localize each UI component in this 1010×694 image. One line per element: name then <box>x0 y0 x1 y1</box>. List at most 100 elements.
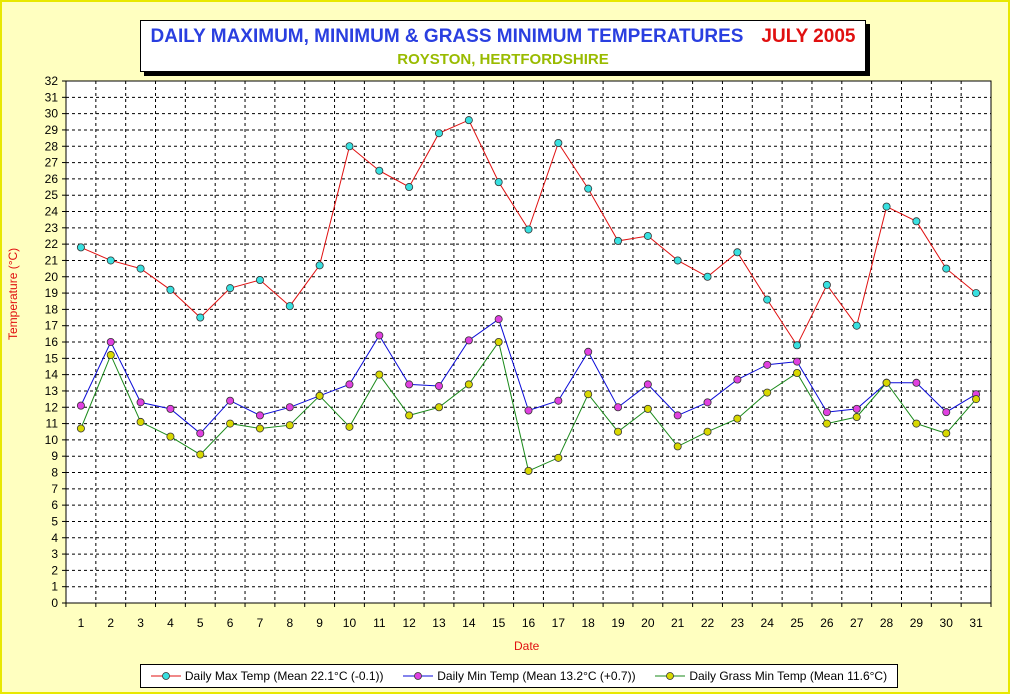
data-point-min <box>345 380 354 389</box>
data-point-max <box>345 142 354 151</box>
data-point-grass <box>136 417 145 426</box>
y-tick-label: 9 <box>51 449 58 463</box>
data-point-max <box>464 116 473 125</box>
y-tick-label: 14 <box>45 368 59 382</box>
data-point-min <box>285 403 294 412</box>
data-point-grass <box>584 390 593 399</box>
data-point-min <box>106 337 115 346</box>
legend-grass-label: Daily Grass Min Temp (Mean 11.6°C) <box>689 669 888 683</box>
data-point-min <box>196 429 205 438</box>
x-tick-label: 5 <box>197 616 204 630</box>
x-tick-label: 14 <box>462 616 476 630</box>
y-tick-label: 12 <box>45 400 59 414</box>
data-point-max <box>763 295 772 304</box>
y-tick-label: 23 <box>45 221 59 235</box>
data-point-max <box>882 202 891 211</box>
data-point-grass <box>763 388 772 397</box>
x-tick-label: 9 <box>316 616 323 630</box>
data-point-grass <box>226 419 235 428</box>
data-point-max <box>375 166 384 175</box>
data-point-grass <box>196 450 205 459</box>
data-point-min <box>733 375 742 384</box>
x-tick-label: 28 <box>880 616 894 630</box>
data-point-max <box>315 261 324 270</box>
y-tick-label: 19 <box>45 286 59 300</box>
legend-min-swatch <box>403 672 434 680</box>
data-point-max <box>136 264 145 273</box>
y-tick-label: 4 <box>51 531 58 545</box>
y-tick-label: 13 <box>45 384 59 398</box>
y-tick-label: 10 <box>45 433 59 447</box>
data-point-grass <box>554 453 563 462</box>
y-tick-label: 16 <box>45 335 59 349</box>
x-tick-label: 6 <box>227 616 234 630</box>
data-point-max <box>524 225 533 234</box>
x-tick-label: 27 <box>850 616 864 630</box>
data-point-max <box>434 129 443 138</box>
y-axis-label: Temperature (°C) <box>6 247 20 340</box>
legend-item-max: Daily Max Temp (Mean 22.1°C (-0.1)) <box>150 669 384 683</box>
x-tick-label: 15 <box>492 616 506 630</box>
data-point-min <box>643 380 652 389</box>
x-tick-label: 18 <box>581 616 595 630</box>
x-tick-label: 4 <box>167 616 174 630</box>
x-tick-label: 25 <box>790 616 804 630</box>
x-tick-label: 30 <box>940 616 954 630</box>
data-point-min <box>255 411 264 420</box>
data-point-max <box>852 321 861 330</box>
data-point-min <box>822 408 831 417</box>
data-point-max <box>643 231 652 240</box>
data-point-min <box>703 398 712 407</box>
data-point-min <box>912 378 921 387</box>
data-point-min <box>136 398 145 407</box>
y-tick-label: 3 <box>51 547 58 561</box>
data-point-grass <box>822 419 831 428</box>
data-point-min <box>375 331 384 340</box>
y-tick-label: 21 <box>45 253 59 267</box>
x-tick-label: 21 <box>671 616 685 630</box>
data-point-min <box>524 406 533 415</box>
data-point-min <box>793 357 802 366</box>
legend: Daily Max Temp (Mean 22.1°C (-0.1)) Dail… <box>140 664 898 688</box>
data-point-max <box>733 248 742 257</box>
legend-max-label: Daily Max Temp (Mean 22.1°C (-0.1)) <box>184 669 384 683</box>
data-point-grass <box>464 380 473 389</box>
data-point-max <box>76 243 85 252</box>
data-point-grass <box>345 422 354 431</box>
data-point-max <box>584 184 593 193</box>
data-point-grass <box>942 429 951 438</box>
data-point-max <box>255 276 264 285</box>
y-tick-label: 18 <box>45 302 59 316</box>
y-tick-label: 25 <box>45 188 59 202</box>
data-point-grass <box>494 337 503 346</box>
y-tick-label: 2 <box>51 563 58 577</box>
data-point-max <box>196 313 205 322</box>
data-point-grass <box>912 419 921 428</box>
data-point-min <box>554 396 563 405</box>
data-point-min <box>464 336 473 345</box>
legend-item-grass: Daily Grass Min Temp (Mean 11.6°C) <box>655 669 887 683</box>
data-point-min <box>166 404 175 413</box>
y-tick-label: 11 <box>46 417 59 431</box>
data-point-max <box>614 236 623 245</box>
x-tick-label: 3 <box>137 616 144 630</box>
x-tick-label: 13 <box>432 616 446 630</box>
legend-max-swatch <box>150 672 181 680</box>
data-point-max <box>106 256 115 265</box>
y-tick-label: 0 <box>51 596 58 610</box>
data-point-grass <box>643 404 652 413</box>
data-point-grass <box>106 351 115 360</box>
data-point-grass <box>793 368 802 377</box>
data-point-grass <box>673 442 682 451</box>
data-point-min <box>226 396 235 405</box>
y-tick-label: 6 <box>51 498 58 512</box>
data-point-grass <box>972 395 981 404</box>
y-tick-label: 20 <box>45 270 59 284</box>
data-point-max <box>285 302 294 311</box>
data-point-max <box>554 138 563 147</box>
plot-border <box>65 80 992 604</box>
data-point-grass <box>285 421 294 430</box>
data-point-min <box>405 380 414 389</box>
data-point-grass <box>375 370 384 379</box>
